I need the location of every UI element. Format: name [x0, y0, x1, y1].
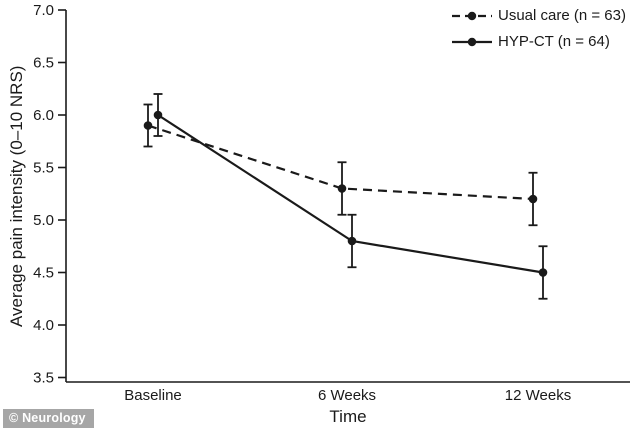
x-category-label: 6 Weeks: [318, 387, 376, 404]
legend-item-usual-care: Usual care (n = 63): [451, 5, 626, 26]
x-axis-title: Time: [329, 407, 367, 426]
y-tick-label: 4.0: [33, 317, 54, 334]
data-point-marker: [528, 194, 538, 204]
legend-label-hyp-ct: HYP-CT (n = 64): [498, 33, 610, 50]
data-point-marker: [143, 121, 153, 130]
chart-legend: Usual care (n = 63) HYP-CT (n = 64): [451, 5, 626, 52]
data-point-marker: [538, 268, 548, 277]
solid-line-sample-icon: [452, 37, 492, 46]
y-tick-label: 6.5: [33, 55, 54, 72]
y-axis-title: Average pain intensity (0–10 NRS): [7, 65, 26, 327]
y-tick-label: 6.0: [33, 107, 54, 124]
neurology-watermark: © Neurology: [3, 409, 94, 428]
x-category-label: Baseline: [124, 387, 182, 404]
y-tick-label: 7.0: [33, 2, 54, 19]
y-tick-label: 4.5: [33, 265, 54, 282]
data-point-marker: [337, 184, 347, 193]
y-tick-label: 5.5: [33, 160, 54, 177]
legend-label-usual-care: Usual care (n = 63): [498, 7, 626, 24]
data-point-marker: [153, 110, 163, 120]
x-category-label: 12 Weeks: [505, 387, 571, 404]
y-tick-label: 5.0: [33, 212, 54, 229]
series-line-hyp-ct: [157, 114, 544, 274]
legend-item-hyp-ct: HYP-CT (n = 64): [451, 31, 626, 52]
dashed-line-sample-icon: [452, 11, 492, 20]
data-point-marker: [347, 236, 357, 246]
y-tick-label: 3.5: [33, 370, 54, 387]
